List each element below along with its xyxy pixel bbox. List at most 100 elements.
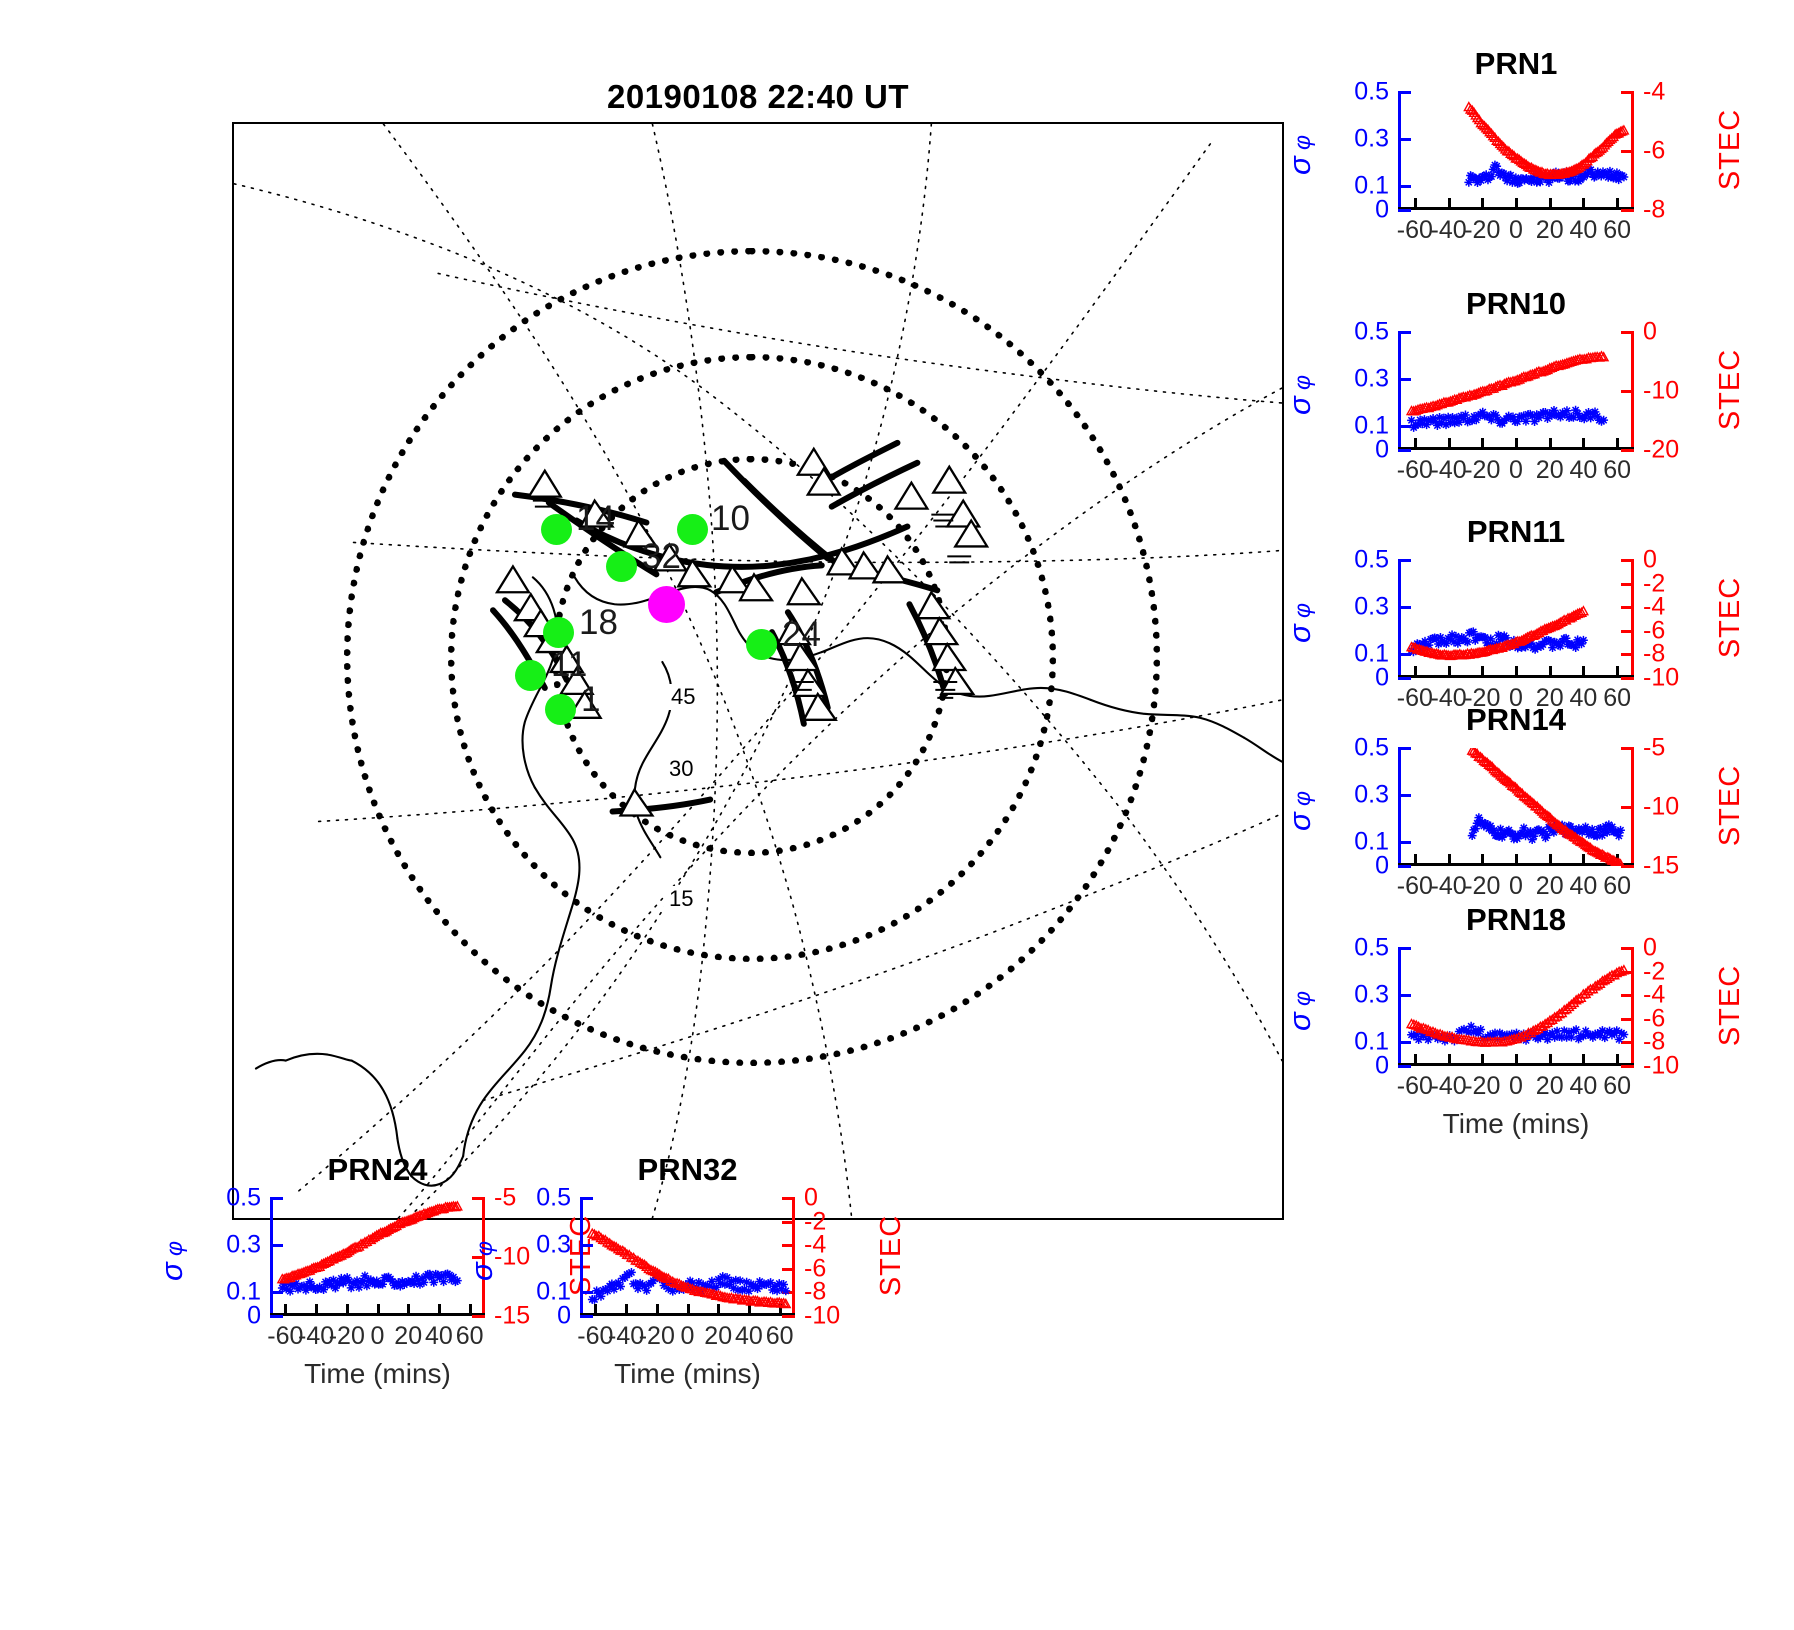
- x-tick: [1481, 854, 1485, 866]
- x-tick-label: -40: [1430, 872, 1467, 900]
- x-tick-label: 40: [1569, 872, 1598, 900]
- x-tick-label: 20: [1535, 216, 1564, 244]
- left-tick-label: 0.5: [1354, 317, 1389, 346]
- satellite-marker-11[interactable]: [515, 660, 546, 691]
- left-tick-label: 0.3: [1354, 592, 1389, 621]
- left-tick: [580, 1244, 593, 1248]
- series-layer: [1398, 92, 1634, 210]
- satellite-marker-32[interactable]: [606, 551, 637, 582]
- right-tick-label: -8: [1643, 195, 1666, 224]
- satellite-marker-10[interactable]: [677, 514, 708, 545]
- right-tick-label: -20: [1643, 435, 1680, 464]
- right-tick: [782, 1244, 795, 1248]
- x-tick-label: -60: [1396, 1072, 1433, 1100]
- x-tick: [1515, 854, 1518, 866]
- x-tick-label: 40: [1569, 216, 1598, 244]
- x-tick-label: -60: [1396, 216, 1433, 244]
- left-tick-label: 0.3: [1354, 364, 1389, 393]
- right-tick: [782, 1197, 795, 1200]
- plot-area: 0 0.1 0.3 0.5 0 -2 -4 -6 -8 -10 -60 -40 -20 0 20 40 60: [536, 1184, 840, 1351]
- left-tick-label: 0.5: [1354, 733, 1389, 762]
- left-axis: [580, 1198, 583, 1316]
- x-tick-label: 0: [1509, 684, 1523, 712]
- timeseries-panel-prn11[interactable]: PRN11 0 0.1 0.3 0.5 0 -2 -4 -6 -8 -10 -60 -40 -20 0 20 4…: [1282, 514, 1746, 712]
- right-tick: [782, 1220, 795, 1224]
- x-tick: [1582, 666, 1586, 678]
- timeseries-panel-prn24[interactable]: PRN24 0 0.1 0.3 0.5 -5 -10 -15 -60 -40 -20 0 20 40 60 σ…: [154, 1152, 597, 1389]
- x-tick-label: -20: [1464, 872, 1501, 900]
- x-tick: [1515, 666, 1518, 678]
- x-tick: [1548, 438, 1552, 450]
- skyplot-axes-box: 45 30 15: [232, 122, 1284, 1220]
- timeseries-panel-prn14[interactable]: PRN14 0 0.1 0.3 0.5 -5 -10 -15 -60 -40 -20 0 20 40 60 σ…: [1282, 702, 1746, 900]
- right-tick-label: -10: [1643, 663, 1680, 692]
- x-tick-label: 40: [1569, 1072, 1598, 1100]
- x-tick: [686, 1304, 690, 1316]
- panel-title: PRN1: [1474, 46, 1558, 81]
- receiver-marker[interactable]: [648, 586, 685, 623]
- timeseries-panel-prn32[interactable]: PRN32 0 0.1 0.3 0.5 0 -2 -4 -6 -8 -10 -60 -40 -20 0 20 4…: [464, 1152, 907, 1389]
- x-tick: [1447, 438, 1451, 450]
- left-tick: [1398, 994, 1411, 998]
- right-tick-label: -10: [494, 1242, 531, 1271]
- x-tick: [625, 1304, 629, 1316]
- x-tick: [1515, 198, 1518, 210]
- left-tick: [1398, 677, 1411, 680]
- right-axis: [1631, 560, 1634, 678]
- x-tick-label: 20: [1535, 456, 1564, 484]
- x-tick: [1582, 438, 1586, 450]
- satellite-marker-1[interactable]: [545, 694, 576, 725]
- series-stec: [1405, 964, 1630, 1047]
- left-tick: [1398, 209, 1411, 212]
- left-tick: [1398, 1065, 1411, 1068]
- left-tick: [1398, 138, 1411, 142]
- satellite-marker-24[interactable]: [746, 629, 777, 660]
- skyplot-panel[interactable]: 45 30 15: [232, 122, 1284, 1220]
- satellite-label-32: 32: [642, 537, 681, 576]
- x-tick: [1447, 198, 1451, 210]
- ylabel-stec: STEC: [1714, 964, 1747, 1047]
- right-tick: [1621, 390, 1634, 393]
- timeseries-panel-prn18[interactable]: PRN18 0 0.1 0.3 0.5 0 -2 -4 -6 -8 -10 -60 -40 -20 0 20 4…: [1282, 902, 1746, 1139]
- right-tick-label: 0: [1643, 317, 1657, 346]
- x-tick-label: -40: [1430, 1072, 1467, 1100]
- series-layer: [580, 1198, 795, 1316]
- xlabel-time: Time (mins): [1442, 1108, 1590, 1139]
- left-tick-label: 0.3: [1354, 980, 1389, 1009]
- left-axis: [1398, 92, 1401, 210]
- left-tick-label: 0.3: [1354, 780, 1389, 809]
- x-tick-label: 60: [1603, 684, 1632, 712]
- timeseries-panel-prn10[interactable]: PRN10 0 0.1 0.3 0.5 0 -10 -20 -60 -40 -20 0 20 40 60 σ …: [1282, 286, 1746, 484]
- x-tick: [1582, 1054, 1586, 1066]
- ylabel-sigma-phi: σ φ: [154, 1240, 190, 1282]
- right-tick-label: -10: [804, 1301, 841, 1330]
- left-axis: [1398, 948, 1401, 1066]
- x-tick: [315, 1304, 319, 1316]
- left-tick-label: 0.5: [536, 1183, 571, 1212]
- elevation-ring-15: [344, 248, 1160, 1066]
- x-tick: [1548, 854, 1552, 866]
- satellite-label-18: 18: [579, 603, 618, 642]
- plot-area: 0 0.1 0.3 0.5 -5 -10 -15 -60 -40 -20 0 20 40 60: [226, 1184, 530, 1351]
- right-tick-label: -8: [1643, 639, 1666, 668]
- x-tick: [1413, 854, 1417, 866]
- right-tick: [472, 1256, 485, 1259]
- x-tick-label: 20: [704, 1322, 733, 1350]
- right-tick: [1621, 559, 1634, 562]
- series-stec: [1463, 101, 1630, 180]
- satellite-marker-14[interactable]: [541, 514, 572, 545]
- right-tick: [782, 1315, 795, 1318]
- x-tick: [407, 1304, 411, 1316]
- right-tick-label: -4: [1643, 980, 1666, 1009]
- left-tick: [1398, 841, 1411, 845]
- x-tick: [437, 1304, 441, 1316]
- right-tick: [1621, 806, 1634, 809]
- x-tick-label: -20: [1464, 684, 1501, 712]
- right-tick: [1621, 209, 1634, 212]
- right-tick: [1621, 629, 1634, 633]
- series-layer: [1398, 748, 1634, 866]
- right-tick-label: -8: [804, 1277, 827, 1306]
- left-tick-label: 0: [1375, 195, 1389, 224]
- satellite-marker-18[interactable]: [543, 617, 574, 648]
